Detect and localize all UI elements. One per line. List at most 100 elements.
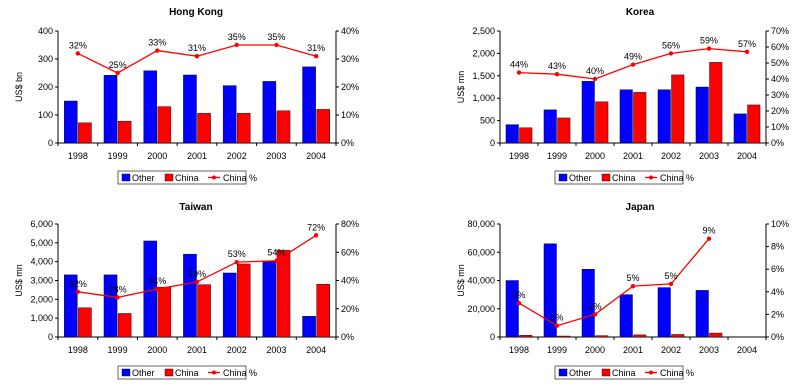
bar-china-2004 (316, 109, 330, 144)
legend-box (117, 365, 247, 380)
data-label-china-pct: 28% (109, 284, 127, 294)
legend-marker (212, 175, 216, 180)
y2-tick-label: 0% (341, 138, 354, 148)
legend-marker (649, 370, 653, 375)
bar-other-2003 (262, 81, 277, 144)
legend: Other China China % (117, 170, 257, 185)
y2-tick-label: 6% (771, 264, 784, 274)
y-tick-label: 20,000 (467, 304, 495, 314)
y2-tick-label: 0% (771, 332, 784, 342)
point-china-pct-1999 (554, 323, 560, 328)
x-tick-label: 2000 (585, 345, 605, 355)
bar-china-1999 (557, 117, 571, 144)
data-label-china-pct: 72% (307, 222, 325, 232)
y-tick-label: 200 (38, 82, 53, 92)
bar-other-2001 (619, 294, 633, 338)
bar-other-2000 (581, 269, 595, 338)
point-china-pct-2003 (706, 46, 712, 51)
legend-marker (649, 175, 653, 180)
y2-tick-label: 40% (771, 74, 789, 84)
y-tick-label: 60,000 (467, 247, 495, 257)
bar-other-1998 (505, 280, 519, 338)
y-axis-label: US$ mn (456, 71, 466, 104)
bar-china-2002 (671, 334, 685, 338)
x-tick-label: 1999 (547, 151, 567, 161)
point-china-pct-1999 (115, 295, 120, 300)
legend-label: China % (223, 173, 257, 183)
bar-china-2000 (157, 286, 172, 338)
bar-other-2003 (695, 86, 709, 144)
bar-other-2004 (302, 66, 316, 144)
y2-tick-label: 10% (341, 110, 359, 120)
y-tick-label: 500 (480, 116, 495, 126)
y-tick-label: 1,000 (472, 93, 495, 103)
bar-other-1999 (543, 243, 557, 338)
legend-label: China (612, 368, 636, 378)
legend-box (117, 170, 247, 185)
data-label-china-pct: 39% (188, 269, 206, 279)
point-china-pct-2002 (668, 51, 674, 56)
legend: Other China China % (554, 365, 694, 380)
y2-tick-label: 4% (771, 287, 784, 297)
data-label-china-pct: 34% (148, 276, 166, 286)
x-tick-label: 1999 (108, 151, 128, 161)
y-axis-label: US$ mn (456, 264, 466, 297)
x-tick-label: 1998 (68, 151, 88, 161)
chart-title: Korea (626, 7, 655, 18)
y2-tick-label: 20% (341, 304, 359, 314)
x-tick-label: 2001 (187, 151, 207, 161)
y2-tick-label: 50% (771, 58, 789, 68)
legend-box (554, 170, 684, 185)
data-label-china-pct: 32% (69, 279, 87, 289)
point-china-pct-2002 (668, 281, 674, 287)
data-label-china-pct: 57% (738, 39, 756, 49)
y-tick-label: 0 (48, 138, 53, 148)
chart-title: Japan (626, 202, 655, 213)
legend-marker (212, 370, 216, 375)
y-tick-label: 0 (48, 332, 53, 342)
bar-other-2001 (183, 253, 197, 338)
legend-label: China % (660, 368, 694, 378)
legend-label: China % (660, 173, 694, 183)
bar-other-1998 (64, 274, 78, 338)
bar-other-2001 (619, 89, 633, 144)
point-china-pct-2003 (274, 42, 279, 48)
y-tick-label: 1,000 (30, 313, 53, 323)
x-tick-label: 1998 (68, 345, 88, 355)
y2-tick-label: 60% (771, 42, 789, 52)
legend-label: Other (132, 173, 155, 183)
y-tick-label: 80,000 (467, 219, 495, 229)
bar-china-2002 (671, 74, 685, 144)
point-china-pct-1998 (516, 300, 522, 306)
y-tick-label: 300 (38, 54, 53, 64)
chart-hong-kong: Hong Kong US$ bn 0 100 200 300 400 0% 10% 20% 30% 4… (14, 7, 359, 185)
y-tick-label: 1,500 (472, 71, 495, 81)
bar-other-1998 (64, 100, 78, 144)
data-label-china-pct: 40% (586, 66, 604, 76)
legend: Other China China % (117, 365, 257, 380)
y-axis-label: US$ mn (14, 264, 24, 297)
y-tick-label: 2,500 (472, 26, 495, 36)
y-axis-label: US$ bn (14, 72, 24, 102)
x-tick-label: 2001 (187, 345, 207, 355)
x-tick-label: 2004 (737, 345, 757, 355)
x-tick-label: 1999 (547, 345, 567, 355)
bar-other-2004 (302, 316, 316, 338)
bar-other-2000 (143, 70, 157, 144)
data-label-china-pct: 31% (188, 43, 206, 53)
point-china-pct-1999 (554, 72, 560, 77)
data-label-china-pct: 2% (588, 301, 601, 311)
y2-tick-label: 0% (771, 138, 784, 148)
legend-label: China % (223, 368, 257, 378)
legend-swatch (601, 173, 611, 182)
x-tick-label: 2002 (661, 345, 681, 355)
y-tick-label: 2,000 (472, 48, 495, 58)
legend: Other China China % (554, 170, 694, 185)
point-china-pct-2004 (313, 233, 319, 238)
data-label-china-pct: 56% (662, 40, 680, 50)
point-china-pct-2000 (155, 48, 160, 53)
y2-tick-label: 40% (341, 276, 359, 286)
bar-china-1998 (78, 307, 92, 338)
x-tick-label: 1998 (509, 151, 529, 161)
